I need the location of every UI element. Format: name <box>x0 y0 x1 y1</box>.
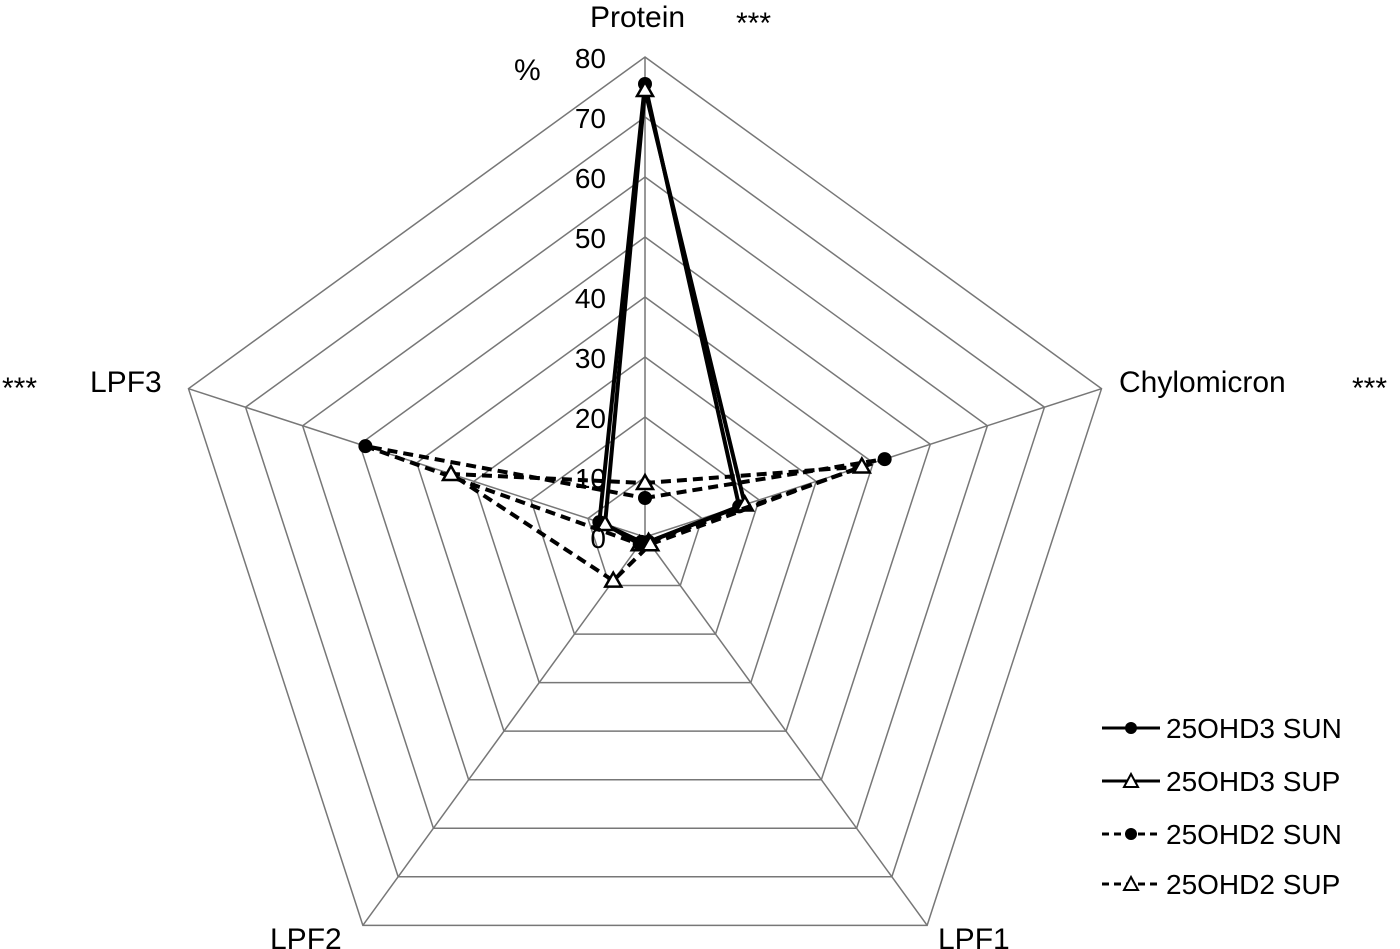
series-line <box>597 83 742 544</box>
axis-label-lpf1: LPF1 <box>938 923 1010 949</box>
significance-lpf3: *** <box>2 372 37 405</box>
open-triangle-marker-icon <box>594 513 616 532</box>
filled-circle-marker-icon <box>877 452 892 467</box>
axis-label-chylomicron: Chylomicron <box>1119 366 1286 399</box>
grid-ring <box>358 236 932 781</box>
open-triangle-marker-icon <box>640 533 661 552</box>
legend-item-25ohd3-sup: 25OHD3 SUP <box>1102 766 1340 797</box>
radar-series <box>358 77 892 588</box>
tick-50: 50 <box>575 223 606 254</box>
legend-label: 25OHD2 SUP <box>1166 869 1340 900</box>
open-triangle-marker-icon <box>1122 874 1140 891</box>
grid-spoke <box>644 536 928 926</box>
grid-ring <box>244 116 1046 878</box>
open-triangle-marker-icon <box>634 79 656 98</box>
legend-label: 25OHD2 SUN <box>1166 819 1342 850</box>
tick-70: 70 <box>575 103 606 134</box>
percent-unit-label: % <box>514 54 541 87</box>
series-line <box>602 89 748 547</box>
filled-circle-marker-icon <box>1125 722 1137 734</box>
filled-circle-marker-icon <box>358 439 373 454</box>
legend-label: 25OHD3 SUP <box>1166 766 1340 797</box>
axis-label-protein: Protein <box>590 1 685 34</box>
open-triangle-marker-icon <box>851 456 872 474</box>
tick-80: 80 <box>575 43 606 74</box>
grid-ring <box>301 176 989 829</box>
tick-10: 10 <box>575 463 606 494</box>
tick-20: 20 <box>575 403 606 434</box>
significance-protein: *** <box>736 7 771 40</box>
grid-spoke <box>362 536 646 926</box>
grid-ring <box>187 56 1103 927</box>
legend-label: 25OHD3 SUN <box>1166 713 1342 744</box>
axis-label-lpf3: LPF3 <box>90 366 162 399</box>
grid-ring <box>587 476 703 587</box>
legend: 25OHD3 SUN 25OHD3 SUP 25OHD2 SUN 25OHD2 … <box>1102 713 1342 900</box>
legend-item-25ohd3-sun: 25OHD3 SUN <box>1102 713 1342 744</box>
tick-40: 40 <box>575 283 606 314</box>
axis-label-lpf2: LPF2 <box>270 923 342 949</box>
significance-chylomicron: *** <box>1352 372 1387 405</box>
tick-30: 30 <box>575 343 606 374</box>
open-triangle-marker-icon <box>634 472 656 491</box>
grid-ring <box>415 296 875 732</box>
tick-60: 60 <box>575 163 606 194</box>
filled-circle-marker-icon <box>1125 828 1137 840</box>
legend-item-25ohd2-sup: 25OHD2 SUP <box>1102 869 1340 900</box>
open-triangle-marker-icon <box>440 463 462 482</box>
tick-labels: 80 70 60 50 40 30 20 10 0 <box>575 43 606 554</box>
series-line <box>364 444 886 547</box>
open-triangle-marker-icon <box>1122 771 1140 788</box>
grid-ring <box>472 356 818 684</box>
open-triangle-marker-icon <box>603 570 624 588</box>
filled-circle-marker-icon <box>638 491 652 505</box>
tick-0: 0 <box>590 523 606 554</box>
legend-item-25ohd2-sun: 25OHD2 SUN <box>1102 819 1342 850</box>
series-line <box>443 464 863 584</box>
